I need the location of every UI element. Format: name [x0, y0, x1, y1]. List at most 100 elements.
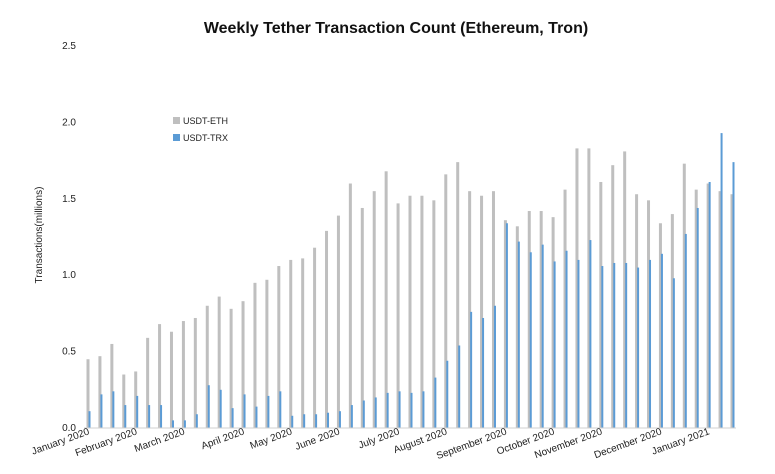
bar-usdt-eth [241, 301, 245, 428]
bar-series [86, 133, 735, 429]
bar-usdt-eth [193, 317, 197, 428]
bar-usdt-eth [670, 214, 674, 428]
bar-usdt-eth [480, 195, 484, 428]
bar-usdt-trx [720, 133, 723, 428]
bar-usdt-eth [611, 165, 615, 428]
bar-usdt-eth [432, 200, 436, 428]
bar-usdt-eth [563, 189, 567, 428]
bar-usdt-trx [613, 262, 616, 428]
bar-usdt-eth [408, 195, 412, 428]
bar-usdt-eth [491, 191, 495, 428]
bar-usdt-eth [98, 356, 102, 428]
bar-usdt-trx [577, 259, 580, 428]
y-axis-ticks: 0.0 0.5 1.0 1.5 2.0 2.5 [62, 41, 76, 434]
bar-usdt-eth [181, 321, 185, 428]
bar-usdt-trx [195, 414, 198, 428]
bar-usdt-trx [386, 392, 389, 428]
y-tick-label: 1.5 [62, 194, 76, 205]
bar-usdt-eth [551, 217, 555, 428]
y-tick-label: 1.0 [62, 270, 76, 281]
bar-usdt-eth [146, 337, 150, 428]
bar-usdt-trx [171, 420, 174, 428]
bar-usdt-trx [374, 397, 377, 428]
bar-usdt-eth [265, 279, 269, 428]
bar-usdt-eth [325, 230, 329, 428]
bar-usdt-trx [350, 405, 353, 428]
bar-usdt-trx [482, 317, 485, 428]
bar-usdt-eth [384, 171, 388, 429]
x-tick-label: June 2020 [294, 426, 342, 452]
bar-usdt-trx [493, 305, 496, 428]
bar-usdt-eth [658, 223, 662, 428]
bar-usdt-trx [446, 360, 449, 428]
bar-usdt-eth [86, 359, 90, 428]
bar-usdt-trx [637, 267, 640, 428]
bar-usdt-eth [134, 371, 138, 428]
bar-usdt-trx [338, 411, 341, 428]
bar-usdt-trx [696, 207, 699, 428]
legend-label-usdt-eth: USDT-ETH [183, 116, 228, 126]
bar-usdt-trx [517, 241, 520, 428]
bar-usdt-eth [372, 191, 376, 428]
bar-usdt-trx [470, 311, 473, 428]
bar-usdt-eth [623, 151, 627, 428]
bar-usdt-eth [110, 343, 114, 428]
bar-usdt-trx [410, 392, 413, 428]
bar-usdt-eth [694, 189, 698, 428]
bar-usdt-eth [158, 324, 162, 428]
bar-usdt-trx [458, 345, 461, 428]
bar-usdt-eth [456, 162, 460, 428]
chart-title: Weekly Tether Transaction Count (Ethereu… [204, 20, 588, 37]
bar-usdt-trx [601, 266, 604, 428]
bar-usdt-eth [527, 211, 531, 428]
bar-usdt-eth [587, 148, 591, 428]
bar-usdt-eth [420, 195, 424, 428]
bar-usdt-trx [625, 262, 628, 428]
bar-usdt-eth [706, 183, 710, 428]
bar-usdt-trx [100, 394, 103, 428]
bar-usdt-eth [635, 194, 639, 428]
bar-usdt-trx [708, 181, 711, 428]
bar-usdt-trx [267, 395, 270, 428]
bar-usdt-eth [205, 305, 209, 428]
bar-usdt-trx [529, 252, 532, 428]
bar-usdt-eth [301, 258, 305, 428]
bar-usdt-eth [730, 194, 734, 428]
bar-usdt-trx [660, 253, 663, 428]
bar-usdt-eth [599, 181, 603, 428]
bar-usdt-trx [541, 244, 544, 428]
bar-usdt-trx [315, 414, 318, 428]
bar-usdt-trx [303, 414, 306, 428]
bar-usdt-eth [444, 174, 448, 428]
bar-usdt-eth [682, 163, 686, 428]
bar-usdt-trx [672, 278, 675, 428]
bar-usdt-eth [348, 183, 352, 428]
bar-usdt-trx [160, 405, 163, 428]
y-tick-label: 2.5 [62, 41, 76, 52]
bar-usdt-eth [122, 374, 126, 428]
bar-usdt-eth [217, 296, 221, 428]
bar-usdt-trx [732, 162, 735, 428]
bar-usdt-eth [336, 215, 340, 428]
bar-usdt-trx [649, 259, 652, 428]
bar-usdt-trx [183, 420, 186, 428]
bar-usdt-trx [362, 400, 365, 428]
bar-usdt-trx [136, 395, 139, 428]
bar-usdt-eth [289, 259, 293, 428]
bar-usdt-trx [291, 415, 294, 428]
bar-usdt-eth [515, 226, 519, 428]
bar-usdt-eth [539, 211, 543, 428]
bar-usdt-trx [124, 405, 127, 428]
bar-usdt-trx [553, 261, 556, 428]
bar-usdt-eth [313, 247, 317, 428]
bar-usdt-eth [468, 191, 472, 428]
bar-usdt-eth [229, 308, 233, 428]
bar-usdt-eth [169, 331, 173, 428]
bar-usdt-eth [718, 191, 722, 428]
bar-usdt-trx [148, 405, 151, 428]
bar-usdt-trx [112, 391, 115, 428]
y-axis-label: Transactions(millions) [34, 187, 45, 284]
